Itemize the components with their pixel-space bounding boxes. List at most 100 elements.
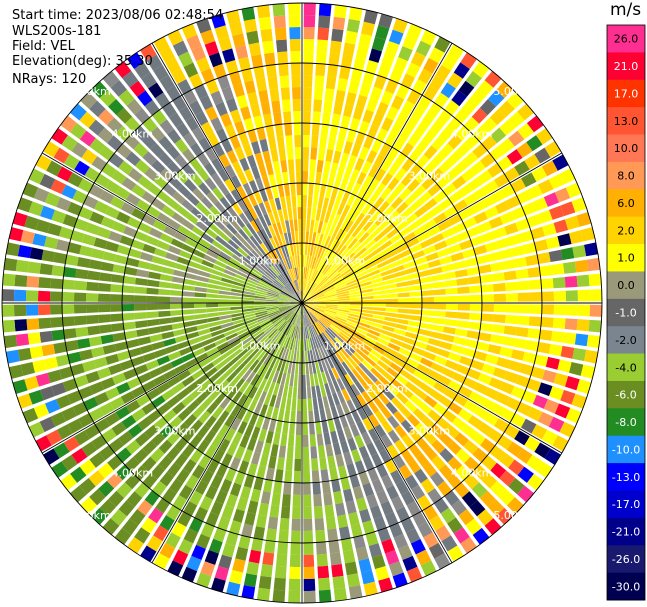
velocity-bin [165, 532, 181, 549]
velocity-bin [517, 466, 534, 483]
velocity-bin [246, 238, 257, 250]
velocity-bin [312, 307, 325, 313]
velocity-bin [78, 178, 94, 193]
velocity-bin [318, 577, 331, 591]
velocity-bin [285, 195, 292, 209]
velocity-bin [455, 364, 470, 376]
velocity-bin [412, 511, 427, 527]
velocity-bin [56, 424, 73, 440]
velocity-bin [435, 525, 451, 542]
velocity-bin [35, 154, 52, 171]
velocity-bin [464, 456, 480, 472]
velocity-bin [186, 400, 200, 413]
velocity-bin [328, 368, 336, 382]
velocity-bin [35, 372, 51, 387]
velocity-bin [197, 270, 211, 278]
velocity-bin [53, 341, 67, 354]
velocity-bin [414, 340, 428, 350]
velocity-bin [24, 376, 39, 391]
velocity-bin [313, 300, 326, 303]
velocity-bin [552, 277, 566, 289]
velocity-bin [380, 187, 392, 200]
velocity-bin [315, 63, 326, 77]
velocity-bin [208, 351, 222, 362]
velocity-bin [153, 525, 169, 542]
velocity-bin [378, 577, 393, 593]
velocity-bin [159, 542, 176, 559]
velocity-bin [448, 401, 463, 415]
velocity-bin [314, 271, 322, 283]
velocity-bin [261, 417, 271, 431]
velocity-bin [340, 217, 350, 230]
velocity-bin [396, 506, 410, 522]
velocity-bin [179, 250, 193, 260]
range-label: 2.00km [196, 382, 238, 395]
velocity-bin [489, 402, 505, 416]
velocity-bin [356, 274, 370, 282]
velocity-bin [226, 149, 238, 164]
velocity-bin [272, 3, 286, 17]
velocity-bin [220, 478, 233, 493]
velocity-bin [280, 159, 288, 173]
velocity-bin [278, 334, 286, 346]
velocity-bin [201, 233, 215, 244]
velocity-bin [223, 329, 237, 337]
velocity-bin [333, 175, 343, 189]
velocity-bin [539, 329, 553, 341]
velocity-bin [128, 423, 143, 438]
velocity-bin [292, 350, 297, 363]
velocity-bin [323, 235, 331, 249]
velocity-bin [311, 288, 322, 296]
velocity-bin [312, 195, 319, 209]
velocity-bin [358, 558, 372, 573]
velocity-bin [340, 538, 353, 552]
velocity-bin [317, 372, 324, 386]
velocity-bin [211, 355, 224, 366]
velocity-bin [94, 200, 109, 214]
velocity-bin [403, 231, 416, 243]
velocity-bin [302, 303, 306, 315]
velocity-bin [430, 168, 444, 182]
velocity-bin [85, 222, 100, 235]
velocity-bin [239, 434, 250, 449]
velocity-bin [213, 527, 227, 543]
velocity-bin [233, 321, 246, 329]
velocity-bin [380, 240, 393, 251]
velocity-bin [272, 223, 280, 236]
velocity-bin [517, 292, 530, 302]
velocity-bin [589, 289, 602, 302]
velocity-bin [295, 422, 302, 435]
velocity-bin [317, 320, 326, 331]
velocity-bin [211, 13, 226, 29]
velocity-bin [302, 326, 304, 339]
velocity-bin [414, 205, 428, 218]
velocity-bin [320, 124, 330, 137]
velocity-bin [148, 82, 164, 99]
velocity-bin [135, 277, 148, 286]
velocity-bin [419, 212, 433, 224]
velocity-bin [310, 310, 321, 319]
velocity-bin [335, 286, 348, 292]
velocity-bin [397, 308, 410, 314]
velocity-bin [81, 441, 98, 457]
velocity-bin [419, 357, 434, 368]
colorbar-segment [607, 380, 645, 409]
velocity-bin [137, 260, 152, 270]
velocity-bin [17, 244, 32, 259]
velocity-bin [115, 125, 132, 142]
velocity-bin [324, 344, 332, 357]
velocity-bin [273, 112, 283, 126]
velocity-bin [190, 386, 204, 399]
velocity-bin [290, 303, 302, 305]
velocity-bin [195, 391, 209, 405]
velocity-bin [259, 138, 269, 153]
velocity-bin [254, 152, 264, 166]
velocity-bin [310, 147, 318, 160]
velocity-bin [340, 376, 350, 389]
velocity-bin [263, 113, 273, 127]
velocity-bin [345, 278, 358, 286]
velocity-bin [265, 187, 274, 201]
velocity-bin [292, 280, 298, 293]
velocity-bin [200, 522, 215, 538]
velocity-bin [79, 459, 96, 476]
